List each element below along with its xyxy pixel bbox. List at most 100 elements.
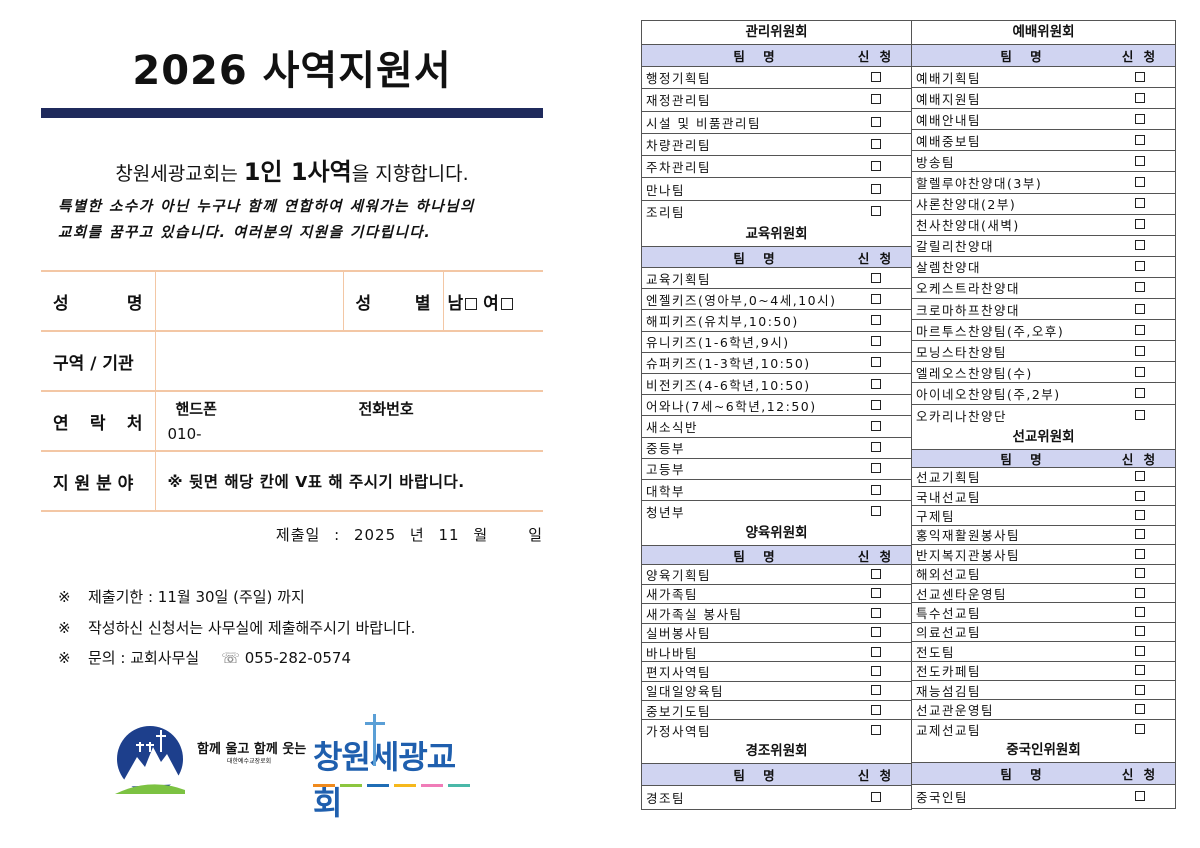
apply-checkbox[interactable] <box>1135 177 1145 188</box>
apply-checkbox[interactable] <box>1135 490 1145 501</box>
apply-checkbox[interactable] <box>871 206 881 217</box>
apply-checkbox[interactable] <box>871 484 881 495</box>
apply-checkbox[interactable] <box>871 627 881 638</box>
apply-checkbox[interactable] <box>871 442 881 453</box>
apply-checkbox[interactable] <box>871 293 881 304</box>
apply-checkbox[interactable] <box>1135 723 1145 734</box>
apply-checkbox[interactable] <box>871 665 881 676</box>
slogan-bold: 1인 1사역 <box>243 158 352 186</box>
team-name: 새가족실 봉사팀 <box>646 606 743 622</box>
apply-checkbox[interactable] <box>871 139 881 150</box>
apply-checkbox[interactable] <box>1135 198 1145 209</box>
apply-checkbox[interactable] <box>871 463 881 474</box>
contact-field[interactable]: 핸드폰 전화번호 010- <box>155 391 543 452</box>
name-field[interactable] <box>155 270 343 332</box>
apply-checkbox[interactable] <box>1135 113 1145 124</box>
apply-checkbox[interactable] <box>1135 529 1145 540</box>
apply-cell <box>841 377 911 392</box>
apply-checkbox[interactable] <box>871 116 881 127</box>
apply-cell <box>841 159 911 174</box>
apply-checkbox[interactable] <box>871 646 881 657</box>
apply-checkbox[interactable] <box>1135 409 1145 420</box>
church-logo: 함께 울고 함께 웃는 대한예수교장로회 창원세광교회 <box>115 712 475 822</box>
apply-checkbox[interactable] <box>1135 568 1145 579</box>
apply-checkbox[interactable] <box>1135 92 1145 103</box>
apply-checkbox[interactable] <box>871 569 881 580</box>
apply-checkbox[interactable] <box>1135 510 1145 521</box>
apply-checkbox[interactable] <box>871 506 881 517</box>
note-mark: ※ <box>58 649 71 667</box>
apply-checkbox[interactable] <box>871 183 881 194</box>
apply-checkbox[interactable] <box>1135 684 1145 695</box>
apply-checkbox[interactable] <box>871 420 881 431</box>
apply-checkbox[interactable] <box>871 724 881 735</box>
committee-section: 중국인위원회 팀 명 신 청 중국인팀 <box>912 739 1175 808</box>
apply-checkbox[interactable] <box>1135 587 1145 598</box>
apply-checkbox[interactable] <box>1135 240 1145 251</box>
apply-checkbox[interactable] <box>871 161 881 172</box>
apply-checkbox[interactable] <box>871 378 881 389</box>
apply-checkbox[interactable] <box>1135 607 1145 618</box>
apply-checkbox[interactable] <box>1135 665 1145 676</box>
logo-stripe <box>421 784 443 787</box>
apply-checkbox[interactable] <box>1135 282 1145 293</box>
apply-checkbox[interactable] <box>1135 219 1145 230</box>
apply-checkbox[interactable] <box>1135 155 1145 166</box>
apply-checkbox[interactable] <box>1135 324 1145 335</box>
team-row: 특수선교팀 <box>912 603 1175 623</box>
apply-checkbox[interactable] <box>871 791 881 802</box>
apply-checkbox[interactable] <box>871 607 881 618</box>
district-field[interactable] <box>155 331 543 392</box>
note-submit: ※ 작성하신 신청서는 사무실에 제출해주시기 바랍니다. <box>58 617 415 638</box>
apply-checkbox[interactable] <box>871 704 881 715</box>
apply-checkbox[interactable] <box>1135 71 1145 82</box>
apply-cell <box>841 645 911 660</box>
team-name: 바나바팀 <box>646 645 699 661</box>
logo-stripe <box>394 784 416 787</box>
team-name: 할렐루야찬양대(3부) <box>916 176 1043 192</box>
apply-checkbox[interactable] <box>871 685 881 696</box>
apply-checkbox[interactable] <box>1135 703 1145 714</box>
team-row: 전도카페팀 <box>912 662 1175 681</box>
field-label: 지 원 분 야 <box>41 451 156 512</box>
apply-checkbox[interactable] <box>871 272 881 283</box>
apply-checkbox[interactable] <box>1135 791 1145 802</box>
apply-checkbox[interactable] <box>1135 366 1145 377</box>
team-row: 방송팀 <box>912 151 1175 173</box>
team-row: 아이네오찬양팀(주,2부) <box>912 383 1175 405</box>
committee-title: 경조위원회 <box>642 740 911 764</box>
apply-checkbox[interactable] <box>1135 548 1145 559</box>
female-checkbox[interactable] <box>500 297 513 310</box>
apply-checkbox[interactable] <box>871 94 881 105</box>
committee-title: 관리위원회 <box>642 21 911 45</box>
team-name: 예배기획팀 <box>916 70 982 86</box>
apply-checkbox[interactable] <box>871 72 881 83</box>
apply-checkbox[interactable] <box>1135 303 1145 314</box>
apply-checkbox[interactable] <box>1135 471 1145 482</box>
team-row: 반지복지관봉사팀 <box>912 545 1175 565</box>
apply-checkbox[interactable] <box>1135 261 1145 272</box>
team-name: 해외선교팀 <box>916 567 982 583</box>
apply-checkbox[interactable] <box>871 588 881 599</box>
apply-checkbox[interactable] <box>871 399 881 410</box>
apply-checkbox[interactable] <box>871 336 881 347</box>
apply-checkbox[interactable] <box>1135 345 1145 356</box>
apply-checkbox[interactable] <box>871 357 881 368</box>
team-row: 재정관리팀 <box>642 89 911 112</box>
apply-cell <box>1105 624 1175 639</box>
team-name: 전도카페팀 <box>916 664 982 680</box>
mountain-cross-emblem <box>115 726 185 794</box>
apply-cell <box>1105 489 1175 504</box>
apply-checkbox[interactable] <box>1135 134 1145 145</box>
team-name-header: 팀 명 <box>1000 49 1042 64</box>
apply-checkbox[interactable] <box>1135 387 1145 398</box>
gender-options: 남 여 <box>443 270 543 332</box>
committee-title: 교육위원회 <box>642 223 911 248</box>
male-checkbox[interactable] <box>465 297 478 310</box>
team-row: 바나바팀 <box>642 643 911 663</box>
apply-checkbox[interactable] <box>1135 626 1145 637</box>
team-row: 편지사역팀 <box>642 662 911 682</box>
apply-checkbox[interactable] <box>1135 645 1145 656</box>
apply-checkbox[interactable] <box>871 315 881 326</box>
